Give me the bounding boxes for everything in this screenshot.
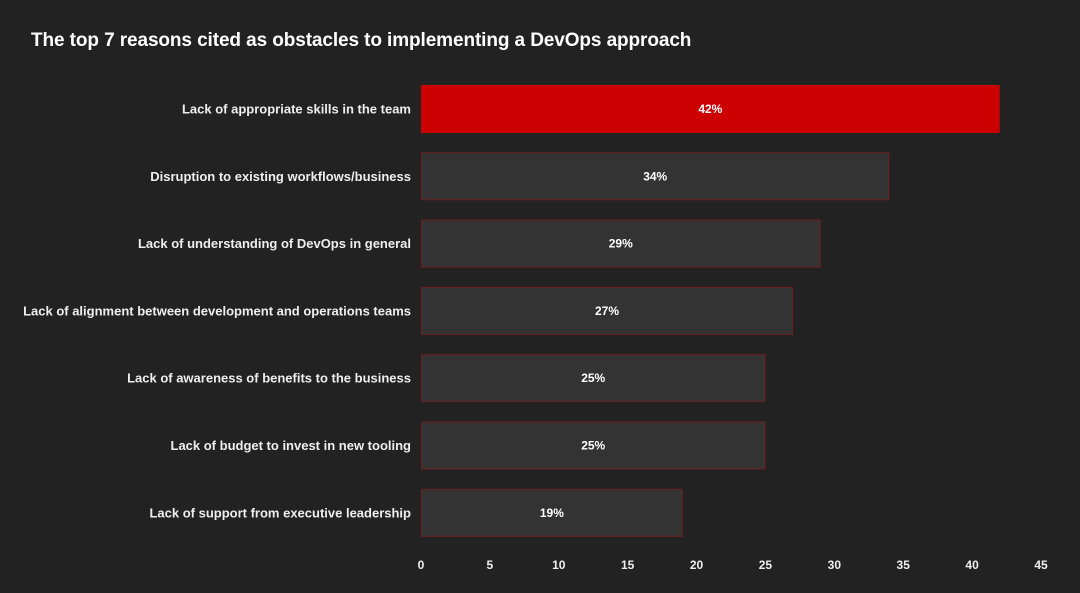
chart-title: The top 7 reasons cited as obstacles to … — [31, 30, 692, 51]
x-tick-label-40: 40 — [965, 558, 979, 572]
x-tick-label-5: 5 — [487, 558, 494, 572]
data-label-2: 34% — [643, 169, 667, 183]
bar-3 — [421, 219, 821, 268]
bar-6 — [421, 421, 766, 470]
category-label-6: Lack of budget to invest in new tooling — [171, 438, 412, 453]
bar-4 — [421, 286, 793, 335]
category-label-5: Lack of awareness of benefits to the bus… — [127, 371, 411, 386]
data-label-7: 19% — [540, 506, 564, 520]
data-label-1: 42% — [698, 102, 722, 116]
x-tick-label-45: 45 — [1034, 558, 1048, 572]
category-label-2: Disruption to existing workflows/busines… — [150, 169, 411, 184]
category-label-7: Lack of support from executive leadershi… — [149, 505, 411, 520]
x-tick-label-20: 20 — [690, 558, 704, 572]
x-tick-label-30: 30 — [828, 558, 842, 572]
x-tick-label-15: 15 — [621, 558, 635, 572]
bar-2 — [421, 152, 890, 201]
x-tick-label-10: 10 — [552, 558, 566, 572]
bar-5 — [421, 354, 766, 403]
data-label-5: 25% — [581, 371, 605, 385]
x-tick-label-25: 25 — [759, 558, 773, 572]
data-label-6: 25% — [581, 439, 605, 453]
data-label-4: 27% — [595, 304, 619, 318]
bar-7 — [421, 488, 683, 537]
category-label-1: Lack of appropriate skills in the team — [182, 102, 411, 117]
x-tick-label-0: 0 — [418, 558, 425, 572]
bar-1 — [421, 85, 1000, 133]
data-label-3: 29% — [609, 237, 633, 251]
x-tick-label-35: 35 — [897, 558, 911, 572]
category-label-4: Lack of alignment between development an… — [23, 303, 411, 318]
category-label-3: Lack of understanding of DevOps in gener… — [138, 236, 411, 251]
